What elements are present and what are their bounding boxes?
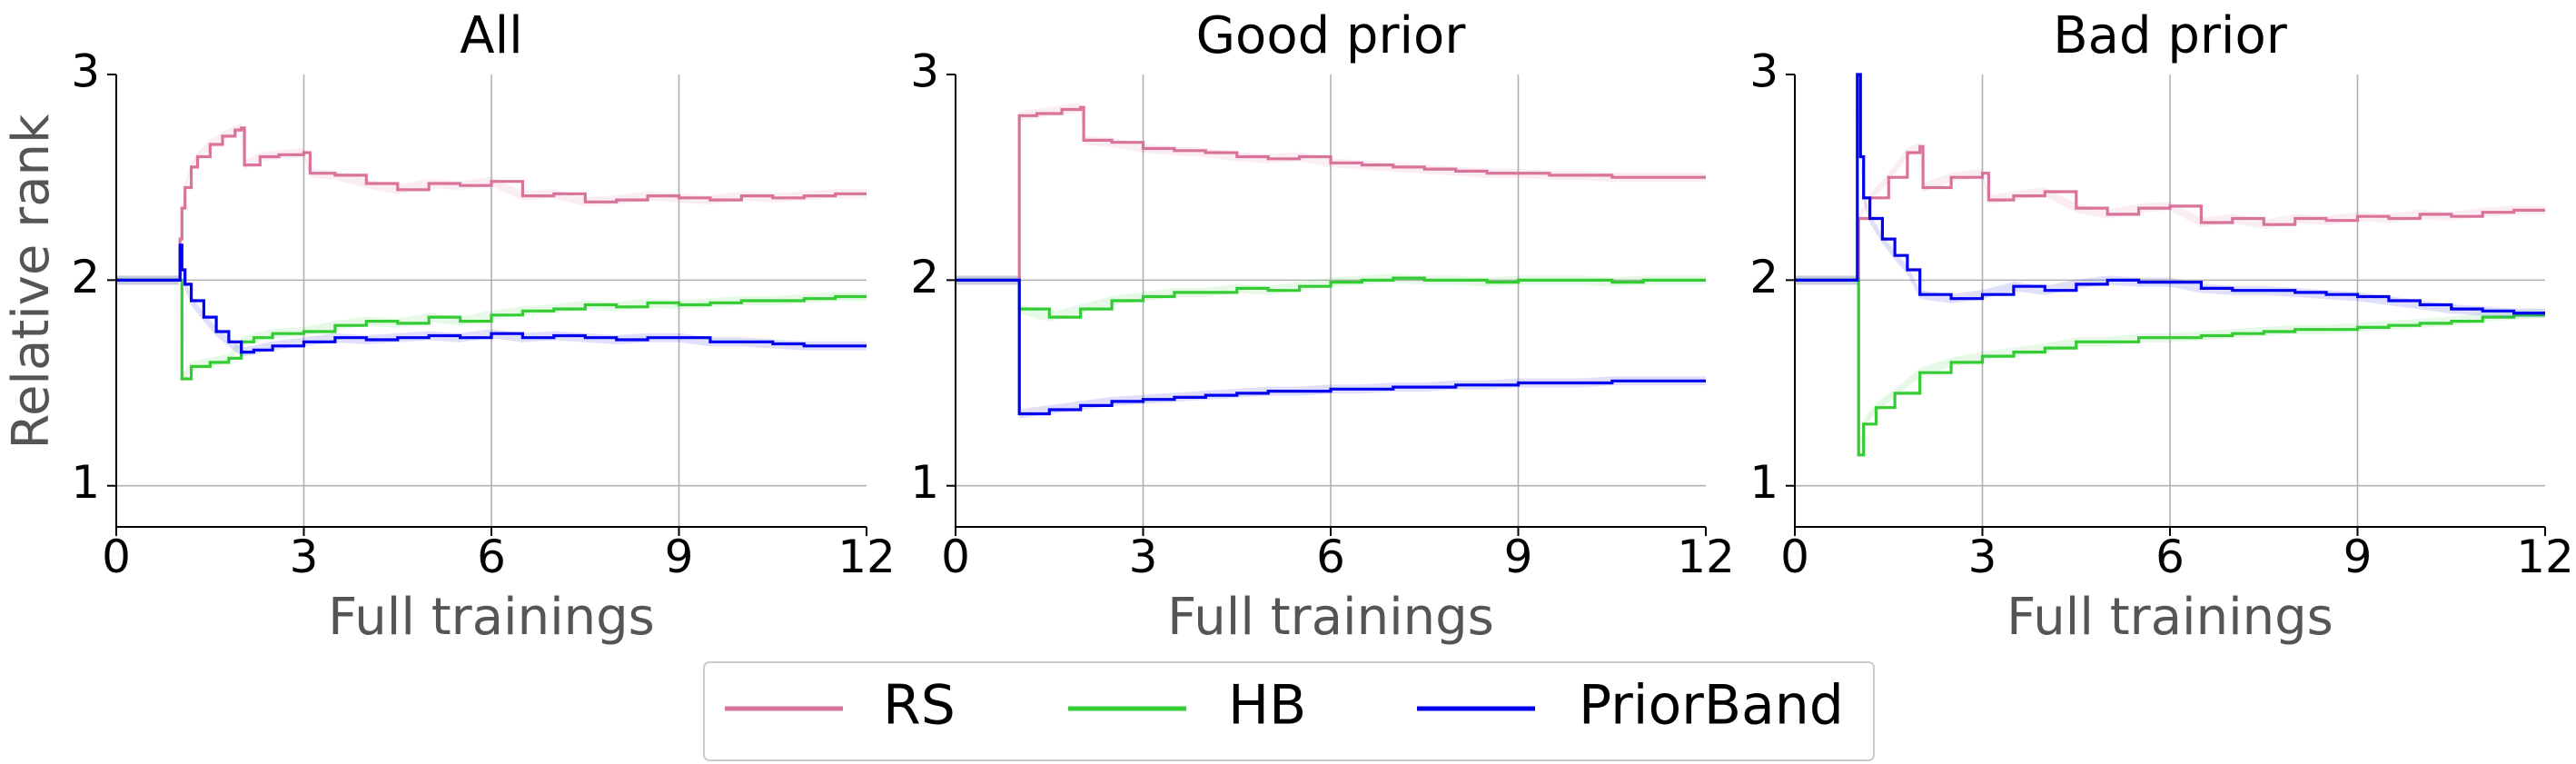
x-tick-label: 9 (1504, 531, 1533, 583)
legend-label-rs: RS (883, 674, 956, 738)
y-tick-label: 2 (910, 251, 939, 303)
x-axis-label: Full trainings (2006, 588, 2333, 647)
series-line-hb (1795, 278, 2545, 457)
y-tick-label: 2 (1749, 251, 1778, 303)
panel-title: All (460, 6, 522, 65)
x-tick-label: 12 (1677, 531, 1735, 583)
series-group (1795, 73, 2545, 460)
series-line-priorband (956, 278, 1706, 416)
y-tick-label: 2 (71, 251, 100, 303)
y-axis-label: Relative rank (2, 114, 61, 449)
x-tick-label: 12 (837, 531, 896, 583)
y-tick-label: 3 (71, 45, 100, 98)
y-tick-label: 3 (1749, 45, 1778, 98)
x-tick-label: 0 (941, 531, 970, 583)
x-tick-label: 6 (477, 531, 506, 583)
panel-title: Good prior (1196, 6, 1467, 65)
x-axis-label: Full trainings (1167, 588, 1494, 647)
y-tick-label: 3 (910, 45, 939, 98)
x-tick-label: 3 (1968, 531, 1997, 583)
legend-item-priorband: PriorBand (1417, 674, 1844, 738)
x-tick-label: 3 (290, 531, 319, 583)
legend: RS HB PriorBand (703, 661, 1875, 761)
y-tick-label: 1 (71, 456, 100, 509)
band-hb (1795, 275, 2545, 460)
legend-label-hb: HB (1228, 674, 1306, 738)
x-tick-label: 3 (1129, 531, 1158, 583)
legend-box (703, 661, 1875, 761)
series-line-hb (116, 278, 867, 381)
x-axis-label: Full trainings (328, 588, 655, 647)
x-tick-label: 6 (1316, 531, 1345, 583)
series-line-hb (956, 276, 1706, 319)
panel-title: Bad prior (2053, 6, 2287, 65)
series-line-rs (956, 105, 1706, 282)
legend-item-hb: HB (1068, 674, 1306, 738)
series-line-priorband (1795, 73, 2545, 315)
x-tick-label: 12 (2516, 531, 2574, 583)
series-line-rs (116, 126, 867, 282)
legend-label-priorband: PriorBand (1579, 674, 1844, 738)
series-line-priorband (116, 243, 867, 354)
series-group (116, 123, 867, 383)
x-tick-label: 0 (102, 531, 131, 583)
x-tick-label: 9 (665, 531, 694, 583)
y-tick-label: 1 (910, 456, 939, 509)
x-tick-label: 6 (2155, 531, 2185, 583)
x-tick-label: 9 (2343, 531, 2373, 583)
series-line-rs (1795, 144, 2545, 282)
x-tick-label: 0 (1780, 531, 1809, 583)
series-group (956, 103, 1706, 419)
y-tick-label: 1 (1749, 456, 1778, 509)
legend-item-rs: RS (725, 674, 956, 738)
